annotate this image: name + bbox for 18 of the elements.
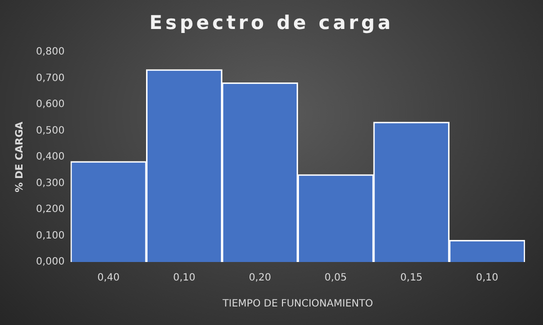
chart-title: Espectro de carga bbox=[148, 12, 395, 34]
x-tick-label: 0,20 bbox=[248, 272, 272, 284]
y-tick-label: 0,600 bbox=[36, 99, 65, 110]
y-tick-label: 0,100 bbox=[36, 230, 65, 242]
y-axis-title: % DE CARGA bbox=[14, 121, 26, 192]
x-axis-title: TIEMPO DE FUNCIONAMIENTO bbox=[222, 298, 374, 310]
y-tick-label: 0,000 bbox=[36, 256, 65, 268]
y-tick-label: 0,300 bbox=[36, 178, 65, 189]
x-tick-label: 0,10 bbox=[173, 272, 196, 284]
x-tick-label: 0,10 bbox=[476, 272, 498, 284]
y-tick-label: 0,500 bbox=[36, 125, 65, 136]
y-tick-label: 0,200 bbox=[36, 204, 65, 216]
x-tick-label: 0,40 bbox=[97, 272, 120, 284]
x-tick-label: 0,15 bbox=[400, 272, 423, 284]
y-tick-label: 0,800 bbox=[36, 46, 65, 58]
y-tick-label: 0,400 bbox=[36, 152, 65, 163]
x-tick-label: 0,05 bbox=[324, 272, 347, 284]
y-tick-label: 0,700 bbox=[36, 72, 65, 84]
